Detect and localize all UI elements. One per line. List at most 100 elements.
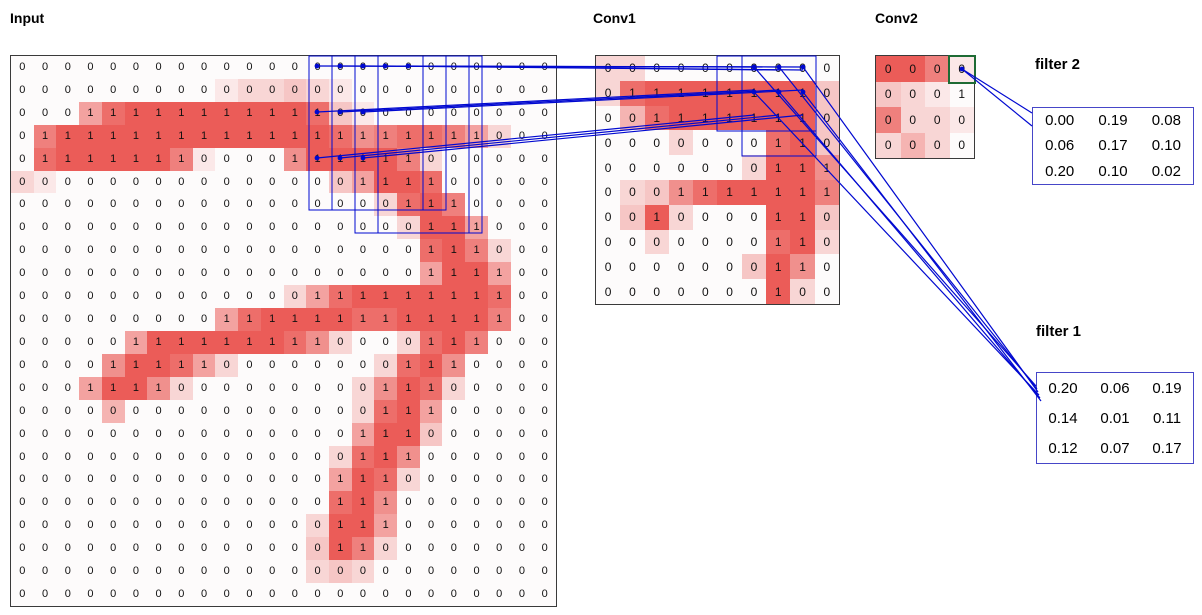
grid-cell: 1: [790, 204, 815, 230]
grid-cell: 0: [223, 60, 230, 73]
grid-cell: 0: [291, 450, 298, 463]
grid-cell: 0: [442, 376, 466, 400]
grid-cell: 1: [192, 101, 216, 125]
grid-cell: 0: [110, 335, 117, 348]
grid-cell: 0: [949, 56, 974, 82]
grid-cell: 0: [110, 198, 117, 211]
grid-cell: 0: [19, 496, 26, 509]
grid-cell: 0: [359, 358, 367, 371]
grid-cell: 0: [291, 198, 298, 211]
grid-cell: 0: [110, 83, 117, 96]
grid-cell: 1: [147, 147, 170, 171]
grid-cell: 0: [382, 565, 389, 578]
grid-cell: 0: [677, 284, 685, 299]
grid-cell: 0: [405, 519, 412, 532]
grid-cell: 0: [428, 106, 435, 119]
grid-cell: 0: [269, 358, 276, 371]
grid-cell: 0: [132, 473, 139, 486]
grid-cell: 0: [541, 450, 548, 463]
grid-cell: 0: [41, 427, 49, 440]
grid-cell: 0: [314, 496, 321, 509]
grid-cell: 0: [19, 565, 26, 578]
grid-cell: 1: [124, 330, 148, 354]
grid-cell: 1: [351, 147, 375, 171]
grid-cell: 0: [541, 106, 548, 119]
grid-cell: 0: [541, 152, 548, 165]
grid-cell: 0: [541, 427, 548, 440]
grid-cell: 0: [155, 565, 162, 578]
grid-cell: 0: [541, 221, 548, 234]
input-label: Input: [10, 10, 45, 26]
grid-cell: 1: [215, 101, 239, 125]
grid-cell: 0: [200, 267, 208, 280]
grid-cell: 0: [473, 152, 480, 165]
grid-cell: 0: [41, 198, 49, 211]
grid-cell: 0: [518, 450, 525, 463]
grid-cell: 0: [473, 473, 480, 486]
grid-cell: 0: [450, 83, 457, 96]
grid-cell: 1: [790, 155, 815, 180]
filter-value: 0.19: [1152, 379, 1182, 397]
grid-cell: 0: [541, 313, 548, 326]
grid-cell: 0: [701, 259, 709, 274]
grid-cell: 1: [283, 101, 307, 125]
grid-cell: 0: [541, 129, 548, 142]
grid-cell: 0: [328, 170, 352, 194]
grid-cell: 0: [200, 381, 208, 394]
grid-cell: 1: [790, 229, 815, 255]
grid-cell: 0: [473, 496, 480, 509]
grid-cell: 0: [473, 106, 480, 119]
grid-cell: 0: [382, 83, 389, 96]
grid-cell: 0: [351, 101, 375, 125]
grid-cell: 1: [790, 130, 815, 156]
grid-cell: 0: [178, 565, 185, 578]
grid-cell: 0: [596, 56, 621, 81]
grid-cell: 0: [450, 473, 457, 486]
grid-cell: 0: [644, 229, 669, 255]
grid-cell: 0: [405, 496, 412, 509]
grid-cell: 0: [64, 427, 71, 440]
grid-cell: 1: [693, 179, 718, 205]
grid-cell: 0: [405, 83, 412, 96]
grid-cell: 1: [419, 239, 443, 263]
grid-cell: 0: [726, 160, 733, 175]
grid-cell: 1: [124, 124, 148, 148]
grid-cell: 0: [200, 198, 208, 211]
grid-cell: 1: [766, 80, 791, 106]
grid-cell: 1: [374, 445, 398, 469]
grid-cell: 1: [169, 353, 193, 377]
grid-cell: 0: [269, 175, 276, 188]
grid-cell: 0: [132, 221, 139, 234]
grid-cell: 0: [246, 221, 253, 234]
grid-cell: 0: [132, 542, 139, 555]
grid-cell: 0: [876, 132, 901, 158]
grid-cell: 0: [949, 107, 974, 133]
grid-cell: 1: [487, 285, 511, 309]
grid-cell: 0: [604, 234, 612, 249]
grid-cell: 0: [419, 422, 443, 446]
grid-cell: 0: [604, 185, 612, 200]
grid-cell: 0: [496, 473, 503, 486]
grid-cell: 1: [465, 330, 488, 354]
grid-cell: 0: [428, 496, 435, 509]
grid-cell: 0: [428, 450, 435, 463]
grid-cell: 0: [518, 290, 525, 303]
grid-cell: 0: [223, 519, 230, 532]
grid-cell: 0: [750, 135, 758, 150]
grid-cell: 1: [693, 105, 718, 131]
grid-cell: 0: [64, 60, 71, 73]
grid-cell: 1: [397, 422, 420, 446]
grid-cell: 1: [693, 80, 718, 106]
grid-cell: 0: [64, 542, 71, 555]
grid-cell: 1: [147, 330, 170, 354]
grid-cell: 0: [428, 473, 435, 486]
grid-cell: 0: [604, 135, 612, 150]
grid-cell: 0: [19, 404, 26, 417]
grid-cell: 0: [223, 473, 230, 486]
grid-cell: 1: [238, 124, 261, 148]
grid-cell: 0: [359, 221, 367, 234]
grid-cell: 0: [200, 83, 208, 96]
grid-cell: 0: [178, 244, 185, 257]
grid-cell: 0: [496, 381, 503, 394]
grid-cell: 0: [314, 588, 321, 601]
